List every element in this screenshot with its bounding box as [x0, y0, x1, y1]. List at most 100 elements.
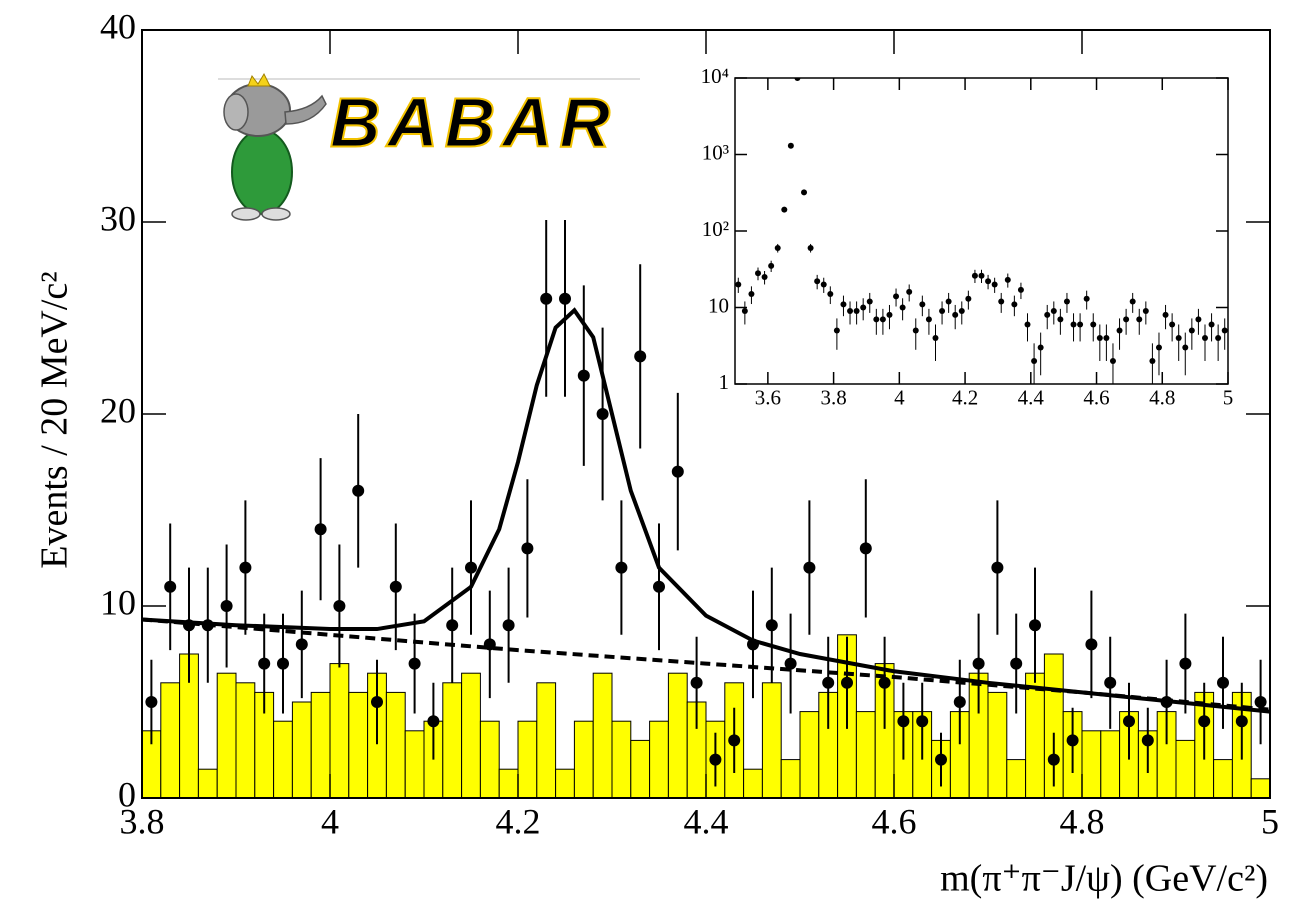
data-point — [1169, 321, 1176, 328]
total-fit-line — [142, 307, 1270, 714]
data-point — [971, 272, 978, 279]
data-point — [709, 753, 722, 766]
data-point — [277, 657, 289, 670]
histogram-bar — [592, 672, 613, 798]
data-point — [1201, 334, 1208, 341]
histogram-bar — [273, 720, 293, 798]
data-point — [859, 542, 872, 555]
histogram-bar — [310, 691, 331, 798]
x-tick-label: 3.8 — [120, 801, 165, 841]
data-point — [1235, 715, 1248, 728]
data-point — [1090, 321, 1097, 328]
data-point — [183, 619, 195, 632]
inset-background — [735, 78, 1228, 384]
data-point — [465, 561, 477, 574]
histogram-bar — [1025, 672, 1045, 798]
data-point — [765, 619, 778, 632]
data-point — [1175, 334, 1182, 341]
data-point — [389, 580, 402, 593]
data-point — [1050, 308, 1057, 315]
data-point — [577, 369, 590, 382]
histogram-bar — [461, 672, 481, 798]
data-point — [1215, 334, 1222, 341]
data-point — [886, 311, 893, 318]
logo: BABAR — [218, 72, 640, 221]
y-tick-label: 10 — [100, 582, 136, 622]
data-point — [827, 291, 834, 298]
data-point — [925, 316, 932, 323]
data-point — [728, 734, 741, 747]
data-point — [1123, 316, 1130, 323]
data-point — [768, 262, 775, 269]
histogram-bar — [329, 663, 350, 798]
data-point — [1083, 295, 1090, 302]
main-plot: 3.8 4 4.2 4.4 4.6 4.8 5 0 10 20 30 40 — [100, 6, 1279, 841]
data-point — [735, 281, 742, 288]
y-tick-label: 10³ — [702, 140, 729, 164]
elephant-body — [231, 129, 293, 215]
data-point — [1044, 311, 1051, 318]
data-point — [952, 311, 959, 318]
histogram-bar — [611, 720, 632, 798]
data-point — [201, 619, 214, 632]
y-tick-label: 20 — [100, 390, 136, 430]
data-point — [653, 580, 665, 593]
data-point — [1195, 316, 1202, 323]
histogram-bar — [216, 672, 237, 798]
data-point — [978, 272, 985, 279]
data-point — [634, 350, 647, 363]
x-tick-label: 4.6 — [872, 801, 917, 841]
data-point — [220, 600, 233, 612]
data-point — [1024, 321, 1031, 328]
histogram-bar — [442, 682, 463, 798]
histogram-bar — [761, 682, 782, 798]
x-tick-label: 4 — [894, 386, 905, 410]
histogram-bar — [780, 759, 801, 798]
x-tick-label: 4.4 — [1018, 386, 1045, 410]
data-point — [840, 301, 847, 308]
data-point — [446, 619, 459, 632]
data-point — [1116, 327, 1123, 334]
x-tick-label: 5 — [1223, 386, 1234, 410]
histogram-bar — [160, 682, 181, 798]
y-tick-label: 40 — [100, 6, 136, 46]
y-tick-label: 1 — [719, 370, 730, 394]
data-point — [958, 308, 965, 315]
data-point — [847, 308, 854, 315]
data-point — [784, 657, 797, 670]
data-point — [408, 657, 421, 670]
x-tick-label: 3.6 — [755, 386, 781, 410]
data-point — [258, 657, 271, 670]
histogram-bar — [555, 768, 575, 798]
data-point — [774, 244, 781, 251]
data-point — [991, 561, 1004, 574]
data-point — [945, 298, 952, 305]
data-point — [502, 619, 515, 632]
y-tick-label: 30 — [100, 198, 136, 238]
data-point — [1031, 357, 1038, 364]
data-point — [919, 301, 926, 308]
histogram-bar — [1006, 759, 1027, 798]
plot-area — [735, 78, 1228, 384]
histogram-bar — [630, 739, 651, 798]
data-point — [935, 753, 947, 766]
x-axis-label: m(π⁺π⁻J/ψ) (GeV/c²) — [940, 858, 1268, 900]
data-point — [1017, 286, 1024, 293]
data-point — [1208, 321, 1215, 328]
histogram-bar — [1213, 759, 1233, 798]
data-point — [1141, 734, 1154, 747]
x-tick-label: 4.2 — [952, 386, 978, 410]
data-point — [1057, 316, 1064, 323]
data-point — [998, 298, 1005, 305]
data-point — [615, 561, 628, 574]
data-point — [1221, 327, 1228, 334]
data-point — [841, 676, 853, 689]
x-tick-label: 4.8 — [1149, 386, 1175, 410]
data-point — [1179, 657, 1192, 670]
data-point — [853, 308, 860, 315]
x-tick-label: 4.4 — [684, 801, 729, 841]
histogram-bar — [1081, 730, 1102, 798]
data-point — [965, 295, 972, 302]
